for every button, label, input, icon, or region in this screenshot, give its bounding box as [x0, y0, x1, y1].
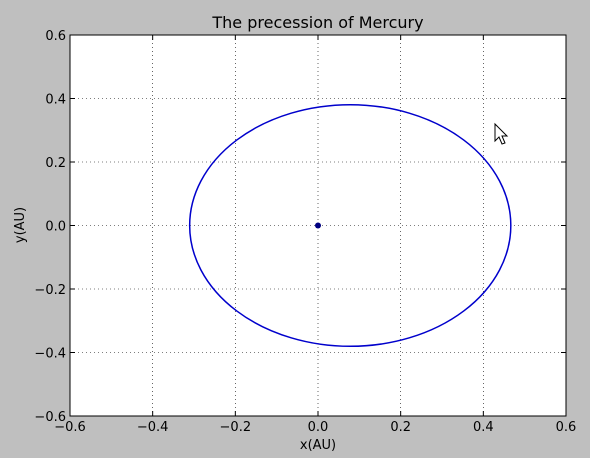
x-tick-labels: −0.6 −0.4 −0.2 0.0 0.2 0.4 0.6	[54, 420, 576, 435]
y-tick-label: 0.6	[45, 29, 66, 44]
orbit-ellipse	[188, 103, 512, 348]
y-axis-label: y(AU)	[13, 207, 28, 243]
y-tick-label: −0.2	[34, 283, 66, 298]
x-tick-label: 0.6	[556, 420, 577, 435]
x-tick-label: 0.0	[308, 420, 329, 435]
y-tick-label: 0.2	[45, 156, 66, 171]
plot-frame	[69, 34, 567, 417]
y-tick-label: 0.4	[45, 93, 66, 108]
x-tick-label: −0.4	[137, 420, 169, 435]
y-tick-labels: −0.6 −0.4 −0.2 0.0 0.2 0.4 0.6	[34, 29, 66, 425]
y-tick-label: −0.6	[34, 410, 66, 425]
x-tick-label: 0.4	[473, 420, 494, 435]
y-tick-label: 0.0	[45, 220, 66, 235]
x-tick-label: −0.6	[54, 420, 86, 435]
chart-title: The precession of Mercury	[211, 13, 423, 32]
x-tick-label: −0.2	[220, 420, 252, 435]
x-tick-label: 0.2	[390, 420, 411, 435]
series-group	[188, 103, 512, 348]
mouse-pointer-icon	[494, 122, 509, 145]
x-axis-label: x(AU)	[300, 438, 336, 453]
y-tick-label: −0.4	[34, 347, 66, 362]
sun-point	[315, 222, 321, 229]
